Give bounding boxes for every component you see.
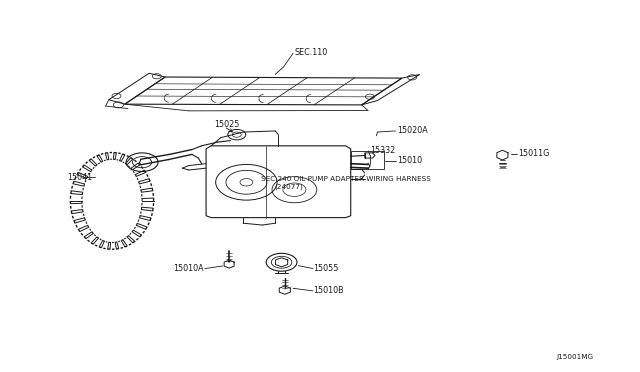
- Text: 15020A: 15020A: [397, 126, 428, 135]
- Circle shape: [266, 253, 297, 271]
- Text: 15010: 15010: [397, 156, 422, 165]
- Text: 15011G: 15011G: [518, 149, 550, 158]
- Text: SEC.240 OIL PUMP ADAPTER WIRING HARNESS: SEC.240 OIL PUMP ADAPTER WIRING HARNESS: [261, 176, 431, 182]
- Text: SEC.110: SEC.110: [294, 48, 328, 57]
- Text: (24077): (24077): [274, 184, 303, 190]
- Text: 15055: 15055: [314, 264, 339, 273]
- Text: 15025: 15025: [214, 120, 240, 129]
- Text: 15010B: 15010B: [314, 286, 344, 295]
- Text: 15332: 15332: [370, 146, 395, 155]
- Text: 15010A: 15010A: [173, 264, 204, 273]
- Text: J15001MG: J15001MG: [557, 354, 594, 360]
- Text: 15041: 15041: [67, 173, 92, 182]
